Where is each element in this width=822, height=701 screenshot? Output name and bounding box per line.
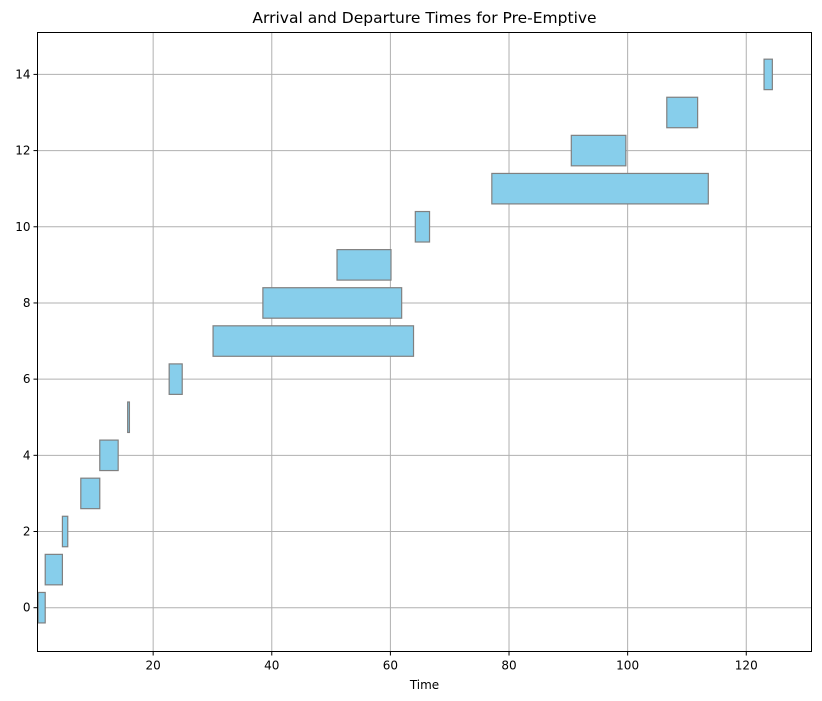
y-tick-label: 10 (15, 220, 30, 234)
y-tick-label: 0 (23, 601, 31, 615)
y-tick-label: 8 (23, 296, 31, 310)
x-tick-label: 60 (383, 659, 398, 673)
y-tick-label: 6 (23, 372, 31, 386)
bar-6 (168, 363, 183, 395)
y-tick-label: 12 (15, 144, 30, 158)
bar-2 (61, 515, 69, 548)
bar-series (37, 58, 773, 624)
x-tick-label: 20 (146, 659, 161, 673)
y-axis-ticks: 0 2 4 6 8 10 12 14 (15, 67, 38, 615)
x-tick-label: 40 (264, 659, 279, 673)
bar-4 (99, 439, 119, 472)
grid-lines (37, 32, 812, 652)
chart-title: Arrival and Departure Times for Pre-Empt… (252, 9, 596, 27)
x-axis-label: Time (409, 678, 439, 692)
x-tick-label: 80 (501, 659, 516, 673)
x-axis-ticks: 20 40 60 80 100 120 (146, 651, 758, 673)
y-tick-label: 2 (23, 525, 31, 539)
bar-13 (666, 96, 699, 129)
y-tick-label: 4 (23, 448, 31, 462)
x-tick-label: 120 (735, 659, 758, 673)
bar-12 (570, 134, 627, 167)
bar-10 (414, 210, 431, 243)
bar-8 (262, 287, 403, 319)
bar-0 (37, 591, 46, 624)
bar-14 (763, 58, 773, 91)
bar-11 (491, 172, 709, 205)
bar-7 (212, 325, 415, 357)
y-tick-label: 14 (15, 67, 30, 81)
bar-5 (127, 401, 131, 434)
bar-3 (80, 477, 101, 510)
x-tick-label: 100 (616, 659, 639, 673)
bar-9 (336, 249, 392, 281)
plot-frame (37, 32, 812, 652)
bar-1 (44, 553, 64, 586)
